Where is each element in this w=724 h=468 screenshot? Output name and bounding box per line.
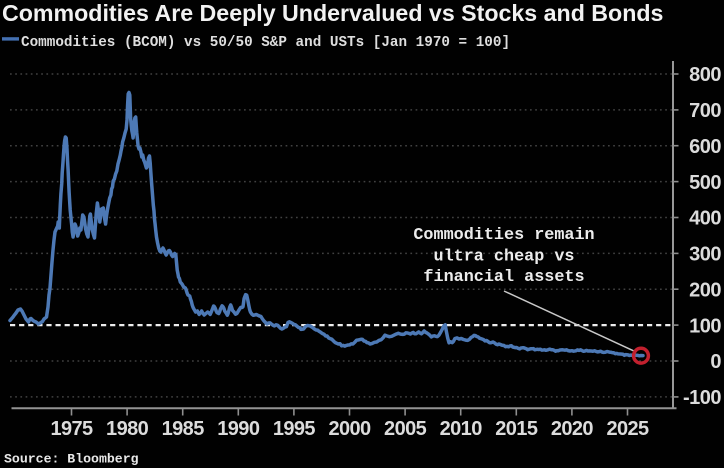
svg-text:200: 200 — [689, 279, 721, 301]
svg-text:Commodities (BCOM) vs 50/50 S&: Commodities (BCOM) vs 50/50 S&P and USTs… — [21, 35, 510, 51]
svg-text:ultra cheap vs: ultra cheap vs — [434, 248, 575, 267]
svg-text:1990: 1990 — [217, 418, 260, 440]
svg-text:2005: 2005 — [384, 418, 427, 440]
svg-text:700: 700 — [689, 100, 721, 122]
svg-text:financial assets: financial assets — [423, 268, 584, 287]
svg-text:1985: 1985 — [162, 418, 205, 440]
svg-text:1980: 1980 — [106, 418, 149, 440]
svg-text:300: 300 — [689, 244, 721, 266]
svg-text:0: 0 — [710, 351, 721, 373]
svg-text:-100: -100 — [683, 387, 721, 409]
svg-text:1975: 1975 — [50, 418, 93, 440]
svg-text:600: 600 — [689, 136, 721, 158]
svg-text:100: 100 — [689, 315, 721, 337]
svg-text:2015: 2015 — [495, 418, 538, 440]
svg-text:Commodities Are Deeply Underva: Commodities Are Deeply Undervalued vs St… — [2, 0, 663, 26]
svg-text:500: 500 — [689, 172, 721, 194]
svg-text:2020: 2020 — [551, 418, 594, 440]
svg-text:1995: 1995 — [273, 418, 316, 440]
svg-text:2025: 2025 — [606, 418, 649, 440]
svg-text:800: 800 — [689, 64, 721, 86]
svg-text:Source: Bloomberg: Source: Bloomberg — [4, 452, 139, 467]
svg-text:400: 400 — [689, 208, 721, 230]
svg-text:2000: 2000 — [328, 418, 371, 440]
svg-text:Commodities remain: Commodities remain — [413, 226, 594, 245]
svg-text:2010: 2010 — [440, 418, 483, 440]
